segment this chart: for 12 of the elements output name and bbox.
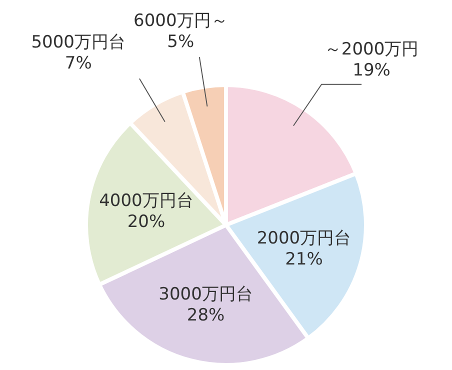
- data-label: 20%: [127, 212, 166, 232]
- slice-label: 3000万円台: [158, 284, 253, 305]
- data-label: 21%: [285, 250, 323, 270]
- data-label: 5%: [167, 32, 194, 52]
- data-label: 28%: [186, 306, 225, 326]
- slice-label: 5000万円台: [31, 32, 126, 53]
- slice-label: ～2000万円: [324, 39, 419, 60]
- data-label: 7%: [64, 54, 92, 74]
- slice-label: 4000万円台: [99, 190, 194, 211]
- data-label: 19%: [352, 60, 390, 80]
- slice-label: 2000万円台: [256, 228, 352, 249]
- slice-label: 6000万円～: [134, 11, 228, 32]
